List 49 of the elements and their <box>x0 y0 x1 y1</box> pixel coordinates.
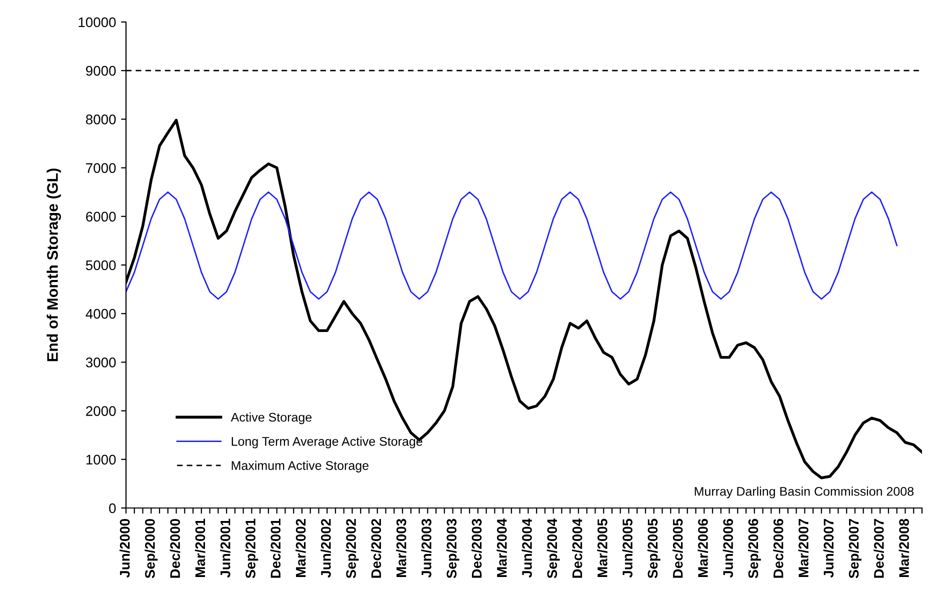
x-tick-label: Sep/2000 <box>144 518 158 578</box>
x-tick-label: Sep/2007 <box>848 519 862 578</box>
line-series <box>126 191 898 300</box>
y-tick-label: 3000 <box>86 358 116 368</box>
x-tick-label: Mar/2006 <box>698 518 708 577</box>
y-tick-label: 10000 <box>78 17 116 28</box>
y-tick-label: 9000 <box>86 66 116 76</box>
annotation: Murray Darling Basin Commission 2008 <box>694 486 914 498</box>
x-tick-label: Jun/2000 <box>120 518 130 578</box>
x-tick-label: Jun/2005 <box>622 518 633 578</box>
y-tick-label: 8000 <box>86 114 116 124</box>
y-tick-label: 2000 <box>86 406 116 416</box>
x-tick-label: Dec/2000 <box>170 518 180 578</box>
x-tick-label: Sep/2004 <box>546 518 560 578</box>
y-tick-label: 1000 <box>86 454 116 465</box>
x-tick-label: Dec/2003 <box>471 518 482 578</box>
x-tick-label: Mar/2004 <box>496 518 507 577</box>
x-tick-label: Dec/2006 <box>773 518 784 578</box>
x-tick-label: Sep/2005 <box>647 518 660 578</box>
x-tick-label: Mar/2001 <box>194 518 206 577</box>
x-tick-label: Dec/2007 <box>874 519 884 578</box>
y-tick-label: 0 <box>109 503 116 514</box>
x-tick-label: Sep/2002 <box>346 518 359 578</box>
y-tick-label: 5000 <box>86 260 116 270</box>
legend-label: Maximum Active Storage <box>232 460 368 472</box>
x-tick-label: Dec/2004 <box>572 518 582 578</box>
x-tick-label: Dec/2001 <box>270 518 281 578</box>
x-tick-label: Sep/2003 <box>446 518 460 578</box>
y-axis-title: End of Month Storage (GL) <box>46 168 61 362</box>
x-tick-label: Jun/2001 <box>220 518 230 578</box>
x-tick-label: Jun/2004 <box>522 518 532 578</box>
x-tick-label: Dec/2002 <box>370 518 382 578</box>
x-tick-label: Mar/2005 <box>597 518 608 577</box>
y-tick-label: 6000 <box>86 212 116 222</box>
x-tick-label: Mar/2003 <box>396 518 406 577</box>
x-tick-label: Jun/2002 <box>320 518 331 578</box>
x-tick-label: Dec/2005 <box>672 518 683 578</box>
y-tick-label: 4000 <box>86 308 116 319</box>
x-tick-label: Jun/2007 <box>823 519 834 578</box>
legend-label: Active Storage <box>230 412 312 424</box>
x-tick-label: Mar/2002 <box>295 518 306 577</box>
x-tick-label: Sep/2001 <box>245 518 258 578</box>
x-tick-label: Jun/2003 <box>421 518 432 578</box>
legend-label: Long Term Average Active Storage <box>232 436 422 448</box>
x-tick-label: Jun/2006 <box>722 518 734 578</box>
y-tick-label: 7000 <box>86 163 116 173</box>
x-tick-label: Mar/2008 <box>898 518 910 577</box>
x-tick-label: Mar/2007 <box>798 519 809 577</box>
x-tick-label: Sep/2006 <box>748 518 761 578</box>
